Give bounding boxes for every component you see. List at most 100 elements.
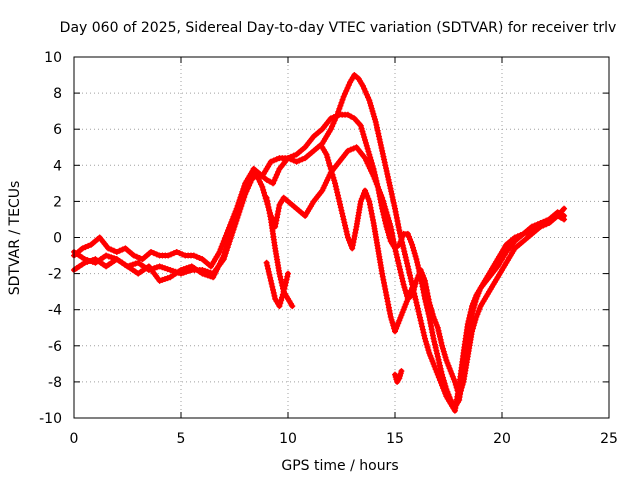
data-point [161,265,168,272]
data-point [427,305,434,312]
data-point [373,121,380,128]
data-point [79,245,86,252]
data-point [269,283,276,290]
data-point [400,306,407,313]
data-point [267,274,274,281]
data-point [296,157,303,164]
data-point [394,378,401,385]
data-point [236,205,243,212]
data-point [365,195,372,202]
data-point [105,245,112,252]
data-point [388,229,395,236]
data-point [400,281,407,288]
data-point [420,275,427,282]
data-point [276,303,283,310]
data-point [387,313,394,320]
data-point [432,366,439,373]
data-point [358,195,365,202]
data-point [148,248,155,255]
data-point [240,193,247,200]
y-tick-label: -8 [48,375,62,391]
data-point [405,293,412,300]
data-point [367,204,374,211]
data-point [220,252,227,259]
data-series-5 [263,259,291,310]
data-point [332,114,339,121]
data-point [367,154,374,161]
data-point [344,234,351,241]
data-point [442,390,449,397]
data-point [327,165,334,172]
data-point [330,174,337,181]
data-point [176,250,183,257]
data-point [270,289,277,296]
data-point [385,215,392,222]
data-series-6 [392,368,405,385]
data-point [273,217,280,224]
data-point [271,292,278,299]
data-point [406,290,413,297]
data-point [396,263,403,270]
data-point [466,312,473,319]
data-point [167,266,174,273]
data-point [406,272,413,279]
data-point [263,176,270,183]
data-point [425,293,432,300]
data-point [416,314,423,321]
data-point [282,279,289,286]
data-point [84,257,91,264]
data-point [164,275,171,282]
data-point [474,311,481,318]
data-point [453,384,460,391]
data-point [382,206,389,213]
data-point [367,102,374,109]
data-point [429,311,436,318]
data-point [273,171,280,178]
data-point [439,342,446,349]
data-point [416,311,423,318]
data-point [275,208,282,215]
data-point [359,82,366,89]
data-point [442,354,449,361]
data-point [299,156,306,163]
data-point [409,285,416,292]
data-point [217,246,224,253]
data-point [239,196,246,203]
data-point [116,247,123,254]
data-point [380,279,387,286]
data-point [263,194,270,201]
data-point [340,216,347,223]
data-point [399,239,406,246]
data-point [457,390,464,397]
data-point [237,202,244,209]
data-point [229,225,236,232]
data-point [444,359,451,366]
data-point [272,174,279,181]
data-point [374,127,381,134]
data-point [342,222,349,229]
data-point [414,262,421,269]
data-point [423,287,430,294]
data-point [395,320,402,327]
data-point [235,208,242,215]
data-point [153,264,160,271]
data-point [375,130,382,137]
data-point [517,232,524,239]
data-point [380,153,387,160]
data-point [448,370,455,377]
data-series-4 [319,144,416,335]
y-tick-label: -6 [48,339,62,355]
data-point [159,264,166,271]
data-point [433,347,440,354]
data-point [471,297,478,304]
data-point [366,151,373,158]
data-point [414,259,421,266]
data-point [383,209,390,216]
data-point [361,85,368,92]
data-point [370,110,377,117]
data-point [386,307,393,314]
x-tick-label: 20 [493,431,511,447]
data-point [382,286,389,293]
data-point [451,378,458,385]
data-point [434,371,441,378]
